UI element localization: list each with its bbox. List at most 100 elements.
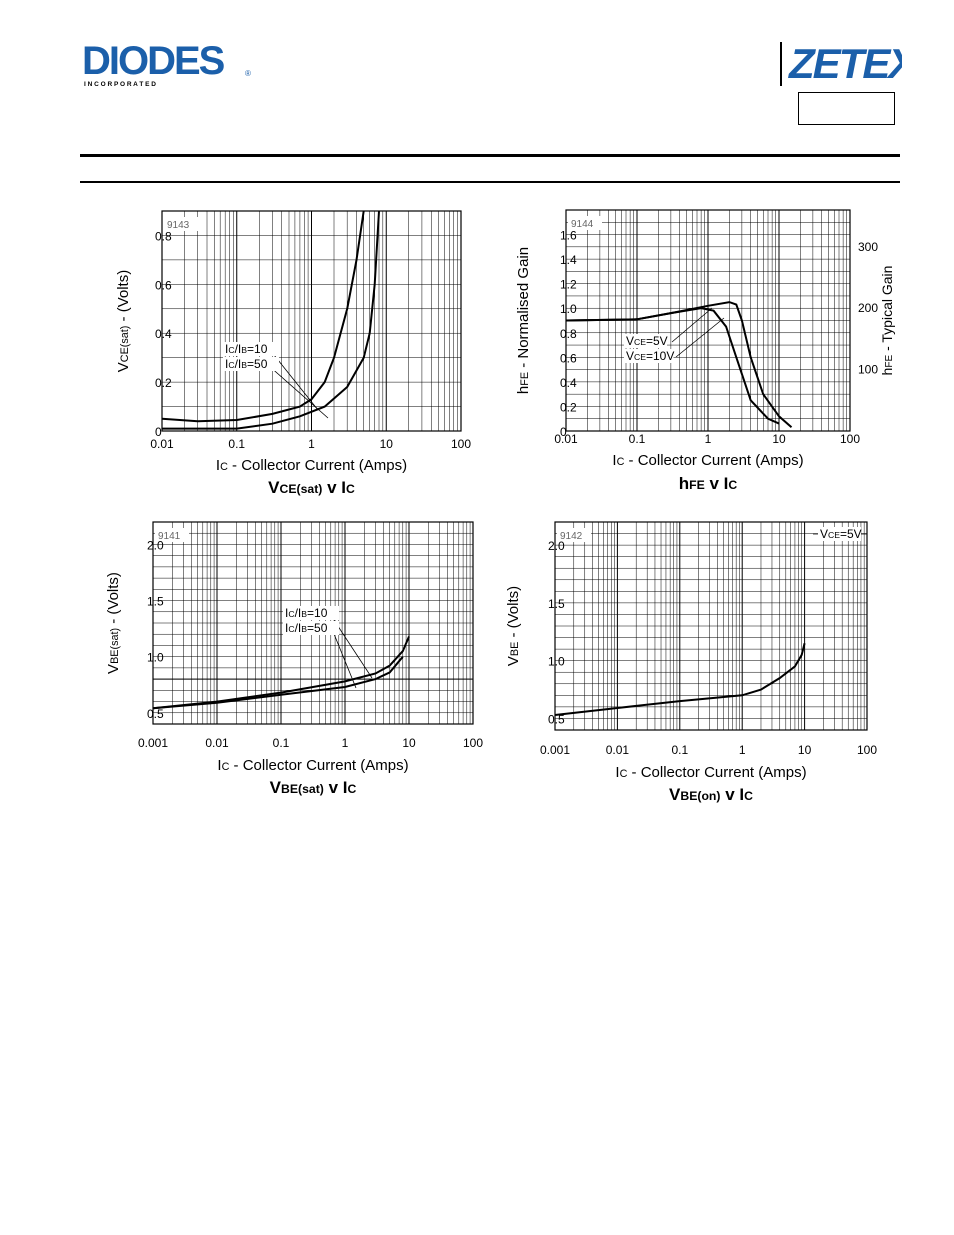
y-tick-label: 0.8 xyxy=(155,229,172,243)
annotation-bg xyxy=(223,342,279,356)
chart-title: VCE(sat) v IC xyxy=(268,478,355,497)
x-axis-label: IC - Collector Current (Amps) xyxy=(612,452,803,469)
x-tick-label: 1 xyxy=(739,743,746,757)
y-axis-label: hFE - Normalised Gain xyxy=(515,247,532,394)
y-tick-label: 0.8 xyxy=(560,327,577,341)
x-tick-label: 0.001 xyxy=(138,736,168,750)
annotation-leader xyxy=(331,628,357,689)
x-tick-label: 1 xyxy=(705,432,712,446)
series-annotation: IC/IB=50 xyxy=(225,357,268,371)
y-tick-label: 1.4 xyxy=(560,253,577,267)
chart-title: VBE(on) v IC xyxy=(669,785,753,804)
diodes-logo-subtext: I N C O R P O R A T E D xyxy=(84,81,156,88)
zetex-logo-divider xyxy=(780,42,782,86)
y-axis-right-label: hFE - Typical Gain xyxy=(879,266,895,376)
diodes-logo-text: DIODES xyxy=(82,40,225,83)
y-tick-label: 1.6 xyxy=(560,229,577,243)
annotation-bg xyxy=(818,527,861,541)
y-tick-label: 0.2 xyxy=(155,376,172,390)
x-tick-label: 0.1 xyxy=(629,432,646,446)
x-axis-label: IC - Collector Current (Amps) xyxy=(216,457,407,474)
y-tick-label: 1.2 xyxy=(560,278,577,292)
series-annotation: VCE=5V xyxy=(626,334,668,348)
x-tick-label: 100 xyxy=(857,743,877,757)
series-line xyxy=(565,307,780,425)
figure-code: 9142 xyxy=(560,531,583,542)
figure-code: 9144 xyxy=(571,219,594,230)
x-tick-label: 0.01 xyxy=(205,736,229,750)
annotation-leader xyxy=(267,364,329,419)
chart-hfe: 9144 0.01 0.1 1 10 100 0 0.2 0.4 0.6 0.8 1.0 1.2 1.4 1… xyxy=(515,209,895,493)
chart-title: VBE(sat) v IC xyxy=(270,778,357,797)
y-tick-label: 0.6 xyxy=(560,351,577,365)
x-tick-label: 0.001 xyxy=(540,743,570,757)
annotation-bg xyxy=(624,349,674,363)
x-tick-label: 10 xyxy=(798,743,812,757)
y-tick-label: 0.4 xyxy=(155,327,172,341)
x-tick-label: 10 xyxy=(772,432,786,446)
annotation-bg xyxy=(283,621,339,635)
x-tick-label: 100 xyxy=(840,432,860,446)
x-tick-label: 100 xyxy=(451,437,471,451)
x-tick-label: 100 xyxy=(463,736,483,750)
series-annotation: IC/IB=10 xyxy=(225,342,268,356)
y-tick-label: 0 xyxy=(155,425,162,439)
chart-vce-sat: 9143 0.01 0.1 1 10 100 0 0.2 0.4 0.6 0.8 IC - Colle… xyxy=(115,210,471,497)
header-rule-bottom xyxy=(80,181,900,183)
figure-code: 9141 xyxy=(158,531,181,542)
x-tick-label: 0.1 xyxy=(671,743,688,757)
chart-title: hFE v IC xyxy=(679,474,738,493)
plot-frame xyxy=(161,210,462,432)
x-tick-label: 0.01 xyxy=(554,432,578,446)
figure-code-bg xyxy=(557,528,591,542)
y-tick-label: 0 xyxy=(560,425,567,439)
y-tick-label: 2.0 xyxy=(548,539,565,553)
y-tick-label: 1.0 xyxy=(560,302,577,316)
series-annotation: IC/IB=10 xyxy=(285,606,328,620)
part-number-box xyxy=(798,92,895,125)
x-tick-label: 1 xyxy=(342,736,349,750)
y-tick-label: 2.0 xyxy=(147,538,164,552)
x-tick-label: 0.1 xyxy=(273,736,290,750)
y-tick-label: 1.5 xyxy=(548,597,565,611)
annotation-bg xyxy=(283,606,339,620)
zetex-logo-text: ZETEX xyxy=(788,40,902,86)
x-tick-label: 0.01 xyxy=(606,743,630,757)
annotation-leader xyxy=(671,307,713,343)
y-tick-label: 1.5 xyxy=(147,595,164,609)
annotation-bg xyxy=(624,334,667,348)
x-tick-label: 1 xyxy=(308,437,315,451)
y-right-tick-label: 200 xyxy=(858,301,878,315)
y-axis-label: VCE(sat) - (Volts) xyxy=(115,270,132,372)
y-right-tick-label: 100 xyxy=(858,363,878,377)
x-tick-label: 0.1 xyxy=(228,437,245,451)
figure-code-bg xyxy=(155,528,189,542)
y-right-tick-label: 300 xyxy=(858,240,878,254)
x-tick-label: 10 xyxy=(402,736,416,750)
annotation-leader xyxy=(675,317,725,358)
series-annotation: VCE=5V xyxy=(820,527,862,541)
chart-vbe-on: 9142 0.001 0.01 0.1 1 10 100 0.5 1.0 1.5 2.0 IC - C… xyxy=(505,521,877,804)
y-tick-label: 0.5 xyxy=(548,712,565,726)
y-tick-label: 1.0 xyxy=(548,655,565,669)
y-tick-label: 0.5 xyxy=(147,707,164,721)
series-annotation: IC/IB=50 xyxy=(285,621,328,635)
plot-frame xyxy=(152,521,474,725)
figure-code-bg xyxy=(568,216,602,230)
x-axis-label: IC - Collector Current (Amps) xyxy=(615,764,806,781)
series-line xyxy=(152,656,404,710)
diodes-logo-registered: ® xyxy=(245,69,251,78)
x-axis-label: IC - Collector Current (Amps) xyxy=(217,757,408,774)
y-axis-label: VBE(sat) - (Volts) xyxy=(105,572,122,674)
plot-frame xyxy=(554,521,868,731)
series-line xyxy=(162,210,380,430)
y-tick-label: 1.0 xyxy=(147,651,164,665)
y-tick-label: 0.4 xyxy=(560,376,577,390)
x-tick-label: 0.01 xyxy=(150,437,174,451)
x-tick-label: 10 xyxy=(380,437,394,451)
series-line xyxy=(152,636,410,710)
series-line xyxy=(554,643,806,716)
diodes-logo: DIODES ® I N C O R P O R A T E D xyxy=(82,39,257,90)
y-tick-label: 0.6 xyxy=(155,278,172,292)
